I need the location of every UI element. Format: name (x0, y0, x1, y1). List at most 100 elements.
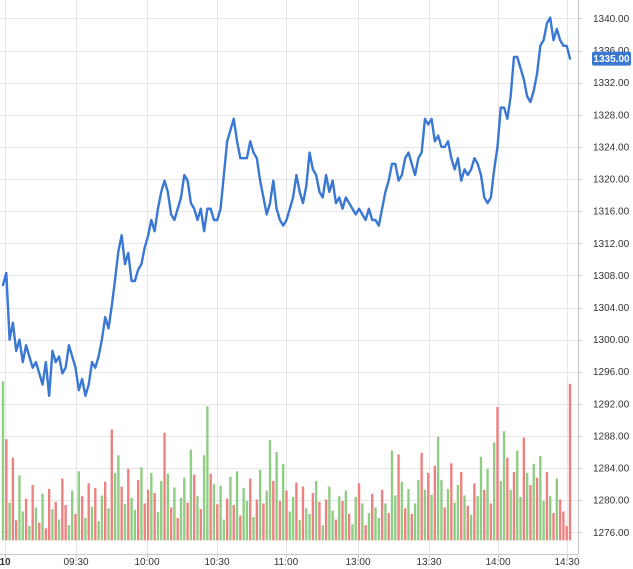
volume-bar (344, 490, 348, 541)
volume-bar (272, 480, 275, 541)
volume-bar (539, 456, 542, 541)
volume-bar (146, 489, 150, 541)
volume-bar (423, 489, 427, 541)
volume-bar (489, 503, 493, 541)
volume-bar (275, 452, 278, 541)
volume-bar (15, 520, 18, 541)
volume-bar (235, 471, 239, 541)
volume-bar (555, 478, 558, 541)
volume-bar (113, 472, 117, 541)
volume-bar (117, 455, 120, 541)
volume-bar (90, 506, 94, 541)
volume-bar (305, 508, 308, 541)
volume-bar (483, 489, 486, 541)
volume-bar (110, 429, 113, 541)
volume-bar (100, 495, 104, 541)
volume-bar (324, 499, 328, 541)
volume-bar (38, 522, 41, 541)
volume-bar (140, 467, 143, 541)
volume-bar (74, 513, 77, 541)
volume-bar (433, 465, 437, 541)
volume-bar (173, 487, 176, 541)
y-tick-label: 1276.00 (593, 528, 630, 539)
y-tick-label: 1308.00 (593, 271, 630, 282)
volume-bar (443, 507, 446, 541)
volume-bar (436, 436, 440, 541)
volume-bar (104, 481, 107, 541)
volume-bar (54, 501, 57, 541)
volume-bars (1, 381, 572, 541)
volume-bar (506, 457, 509, 541)
volume-bar (502, 431, 506, 541)
volume-bar (545, 472, 549, 541)
volume-bar (367, 513, 371, 541)
volume-bar (156, 512, 160, 541)
x-axis-ticks: 10 09:30 10:00 10:30 11:00 13:00 13:30 14:00 14:… (0, 554, 580, 568)
volume-bar (206, 406, 209, 541)
volume-bar (377, 517, 380, 541)
y-tick-label: 1284.00 (593, 464, 630, 475)
y-tick-label: 1324.00 (593, 142, 630, 153)
volume-bar (183, 477, 186, 541)
y-tick-label: 1316.00 (593, 207, 630, 218)
volume-bar (219, 485, 222, 541)
volume-bar (479, 456, 483, 541)
volume-bar (80, 496, 84, 541)
volume-bar (410, 513, 413, 541)
volume-bar (258, 469, 262, 541)
volume-bar (499, 480, 502, 541)
volume-bar (295, 482, 298, 541)
volume-bar (189, 449, 193, 541)
volume-bar (229, 476, 232, 541)
volume-bar (328, 486, 331, 541)
volume-bar (186, 502, 189, 541)
price-line (1, 16, 572, 398)
volume-bar (176, 517, 179, 541)
volume-bar (130, 497, 133, 541)
volume-bar (242, 488, 245, 541)
volume-bar (84, 517, 87, 541)
y-tick-label: 1296.00 (593, 367, 630, 378)
volume-bar (486, 468, 489, 541)
volume-bar (354, 496, 357, 541)
volume-bar (282, 464, 285, 541)
volume-bar (532, 464, 535, 541)
volume-bar (380, 489, 384, 541)
volume-bar (179, 497, 183, 541)
volume-bar (351, 524, 354, 541)
volume-bar (11, 457, 15, 541)
volume-bar (463, 495, 466, 541)
volume-bar (136, 480, 140, 541)
volume-bar (196, 496, 199, 541)
volume-bar (427, 472, 430, 541)
volume-bar (8, 502, 11, 541)
volume-bar (361, 503, 364, 541)
volume-bar (199, 509, 202, 541)
volume-bar (216, 504, 219, 541)
y-tick-label: 1336.00 (593, 46, 630, 57)
volume-bar (232, 505, 235, 541)
volume-bar (341, 501, 344, 541)
volume-bar (552, 513, 555, 541)
x-tick-label: 14:00 (485, 557, 510, 568)
volume-bar (24, 498, 28, 541)
volume-bar (440, 480, 443, 541)
volume-bar (496, 407, 499, 541)
volume-bar (67, 525, 71, 541)
volume-bar (107, 508, 110, 541)
volume-bar (374, 507, 377, 541)
volume-bar (193, 474, 196, 541)
volume-bar (357, 483, 361, 541)
volume-bar (94, 488, 97, 541)
volume-bar (403, 508, 407, 541)
volume-bar (249, 478, 252, 541)
volume-bar (466, 505, 469, 541)
y-tick-label: 1320.00 (593, 175, 630, 186)
volume-bar (120, 486, 123, 541)
volume-bar (71, 490, 74, 541)
volume-bar (163, 432, 166, 541)
volume-bar (331, 510, 334, 541)
volume-bar (252, 517, 255, 541)
volume-bar (222, 519, 226, 541)
